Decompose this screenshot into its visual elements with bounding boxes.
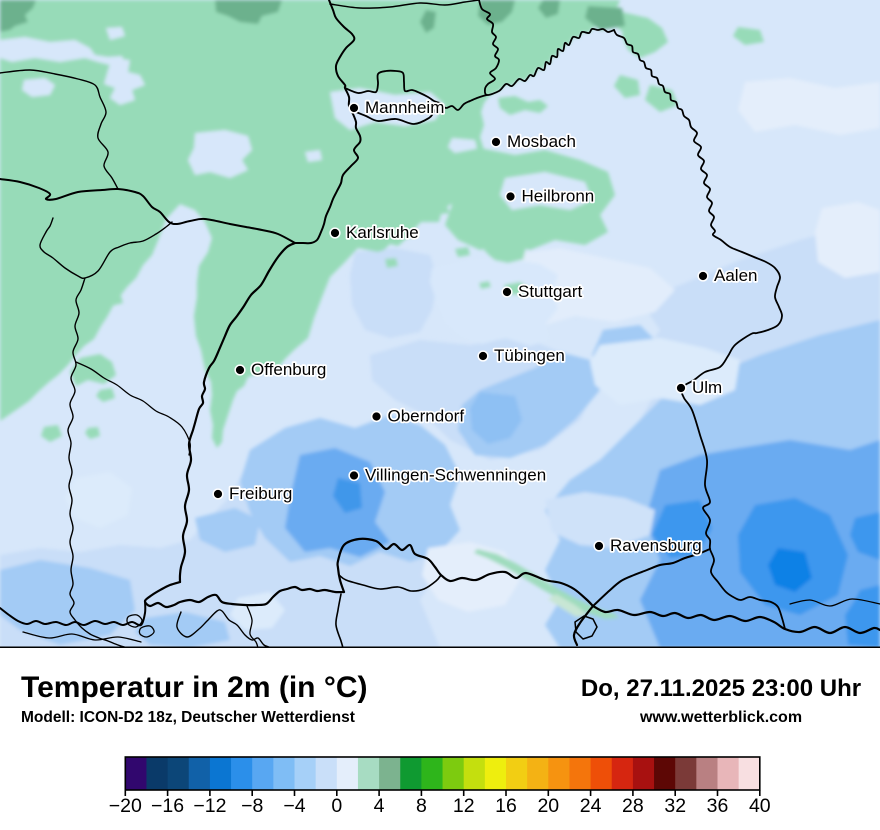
svg-text:−12: −12 [193,795,226,817]
svg-text:20: 20 [537,795,559,817]
svg-text:Aalen: Aalen [714,266,757,285]
svg-text:Ravensburg: Ravensburg [610,536,702,555]
svg-text:Ulm: Ulm [692,378,722,397]
svg-text:28: 28 [622,795,644,817]
svg-text:16: 16 [495,795,517,817]
svg-text:0: 0 [331,795,342,817]
svg-text:Tübingen: Tübingen [494,346,565,365]
svg-text:Freiburg: Freiburg [229,484,292,503]
svg-text:4: 4 [374,795,385,817]
svg-text:32: 32 [664,795,686,817]
svg-text:Karlsruhe: Karlsruhe [346,223,419,242]
svg-text:8: 8 [416,795,427,817]
svg-text:Offenburg: Offenburg [251,360,326,379]
svg-text:Villingen-Schwenningen: Villingen-Schwenningen [365,466,546,485]
svg-text:−8: −8 [241,795,263,817]
svg-text:Mannheim: Mannheim [365,98,444,117]
svg-text:−20: −20 [109,795,142,817]
svg-text:40: 40 [749,795,771,817]
svg-text:Stuttgart: Stuttgart [518,282,583,301]
svg-text:−16: −16 [151,795,184,817]
svg-text:Mosbach: Mosbach [507,132,576,151]
svg-text:12: 12 [453,795,475,817]
svg-text:36: 36 [707,795,729,817]
svg-text:Oberndorf: Oberndorf [388,407,465,426]
svg-text:−4: −4 [283,795,305,817]
svg-text:24: 24 [580,795,602,817]
svg-text:Heilbronn: Heilbronn [522,187,595,206]
